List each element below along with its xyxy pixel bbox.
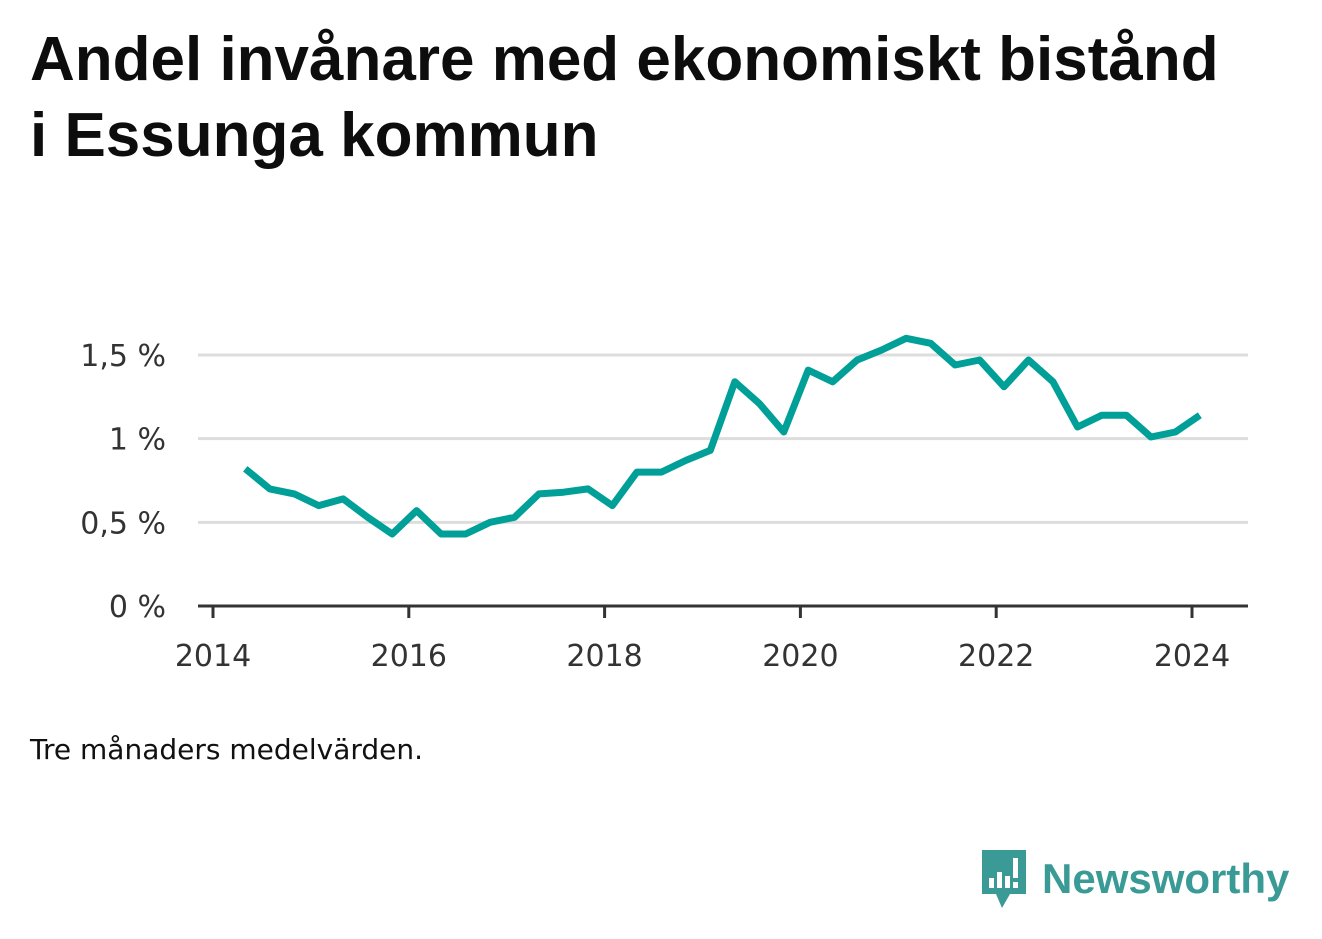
x-tick-label: 2014 [175,639,251,674]
line-chart: 0 % 0,5 % 1 % 1,5 % 2014 2016 2018 2020 2022 202… [80,334,1248,674]
y-axis-tick-labels: 0 % 0,5 % 1 % 1,5 % [80,339,166,625]
x-tick-label: 2018 [566,639,642,674]
brand-name: Newsworthy [1042,855,1290,902]
x-axis: 2014 2016 2018 2020 2022 2024 [175,604,1248,674]
series-layer [243,334,1202,538]
brand-logo: Newsworthy [980,848,1289,910]
newsworthy-logo-icon [982,850,1026,908]
x-tick-label: 2020 [762,639,838,674]
x-tick-label: 2016 [371,639,447,674]
y-tick-label: 0 % [109,590,166,625]
series-line [243,334,1202,538]
y-tick-label: 1 % [109,423,166,458]
y-tick-label: 0,5 % [80,506,166,541]
chart-note: Tre månaders medelvärden. [30,733,424,766]
x-tick-label: 2024 [1154,639,1230,674]
y-tick-label: 1,5 % [80,339,166,374]
chart-title: Andel invånare med ekonomiskt bistånd i … [30,25,1219,170]
gridlines [198,353,1248,524]
x-tick-label: 2022 [958,639,1034,674]
